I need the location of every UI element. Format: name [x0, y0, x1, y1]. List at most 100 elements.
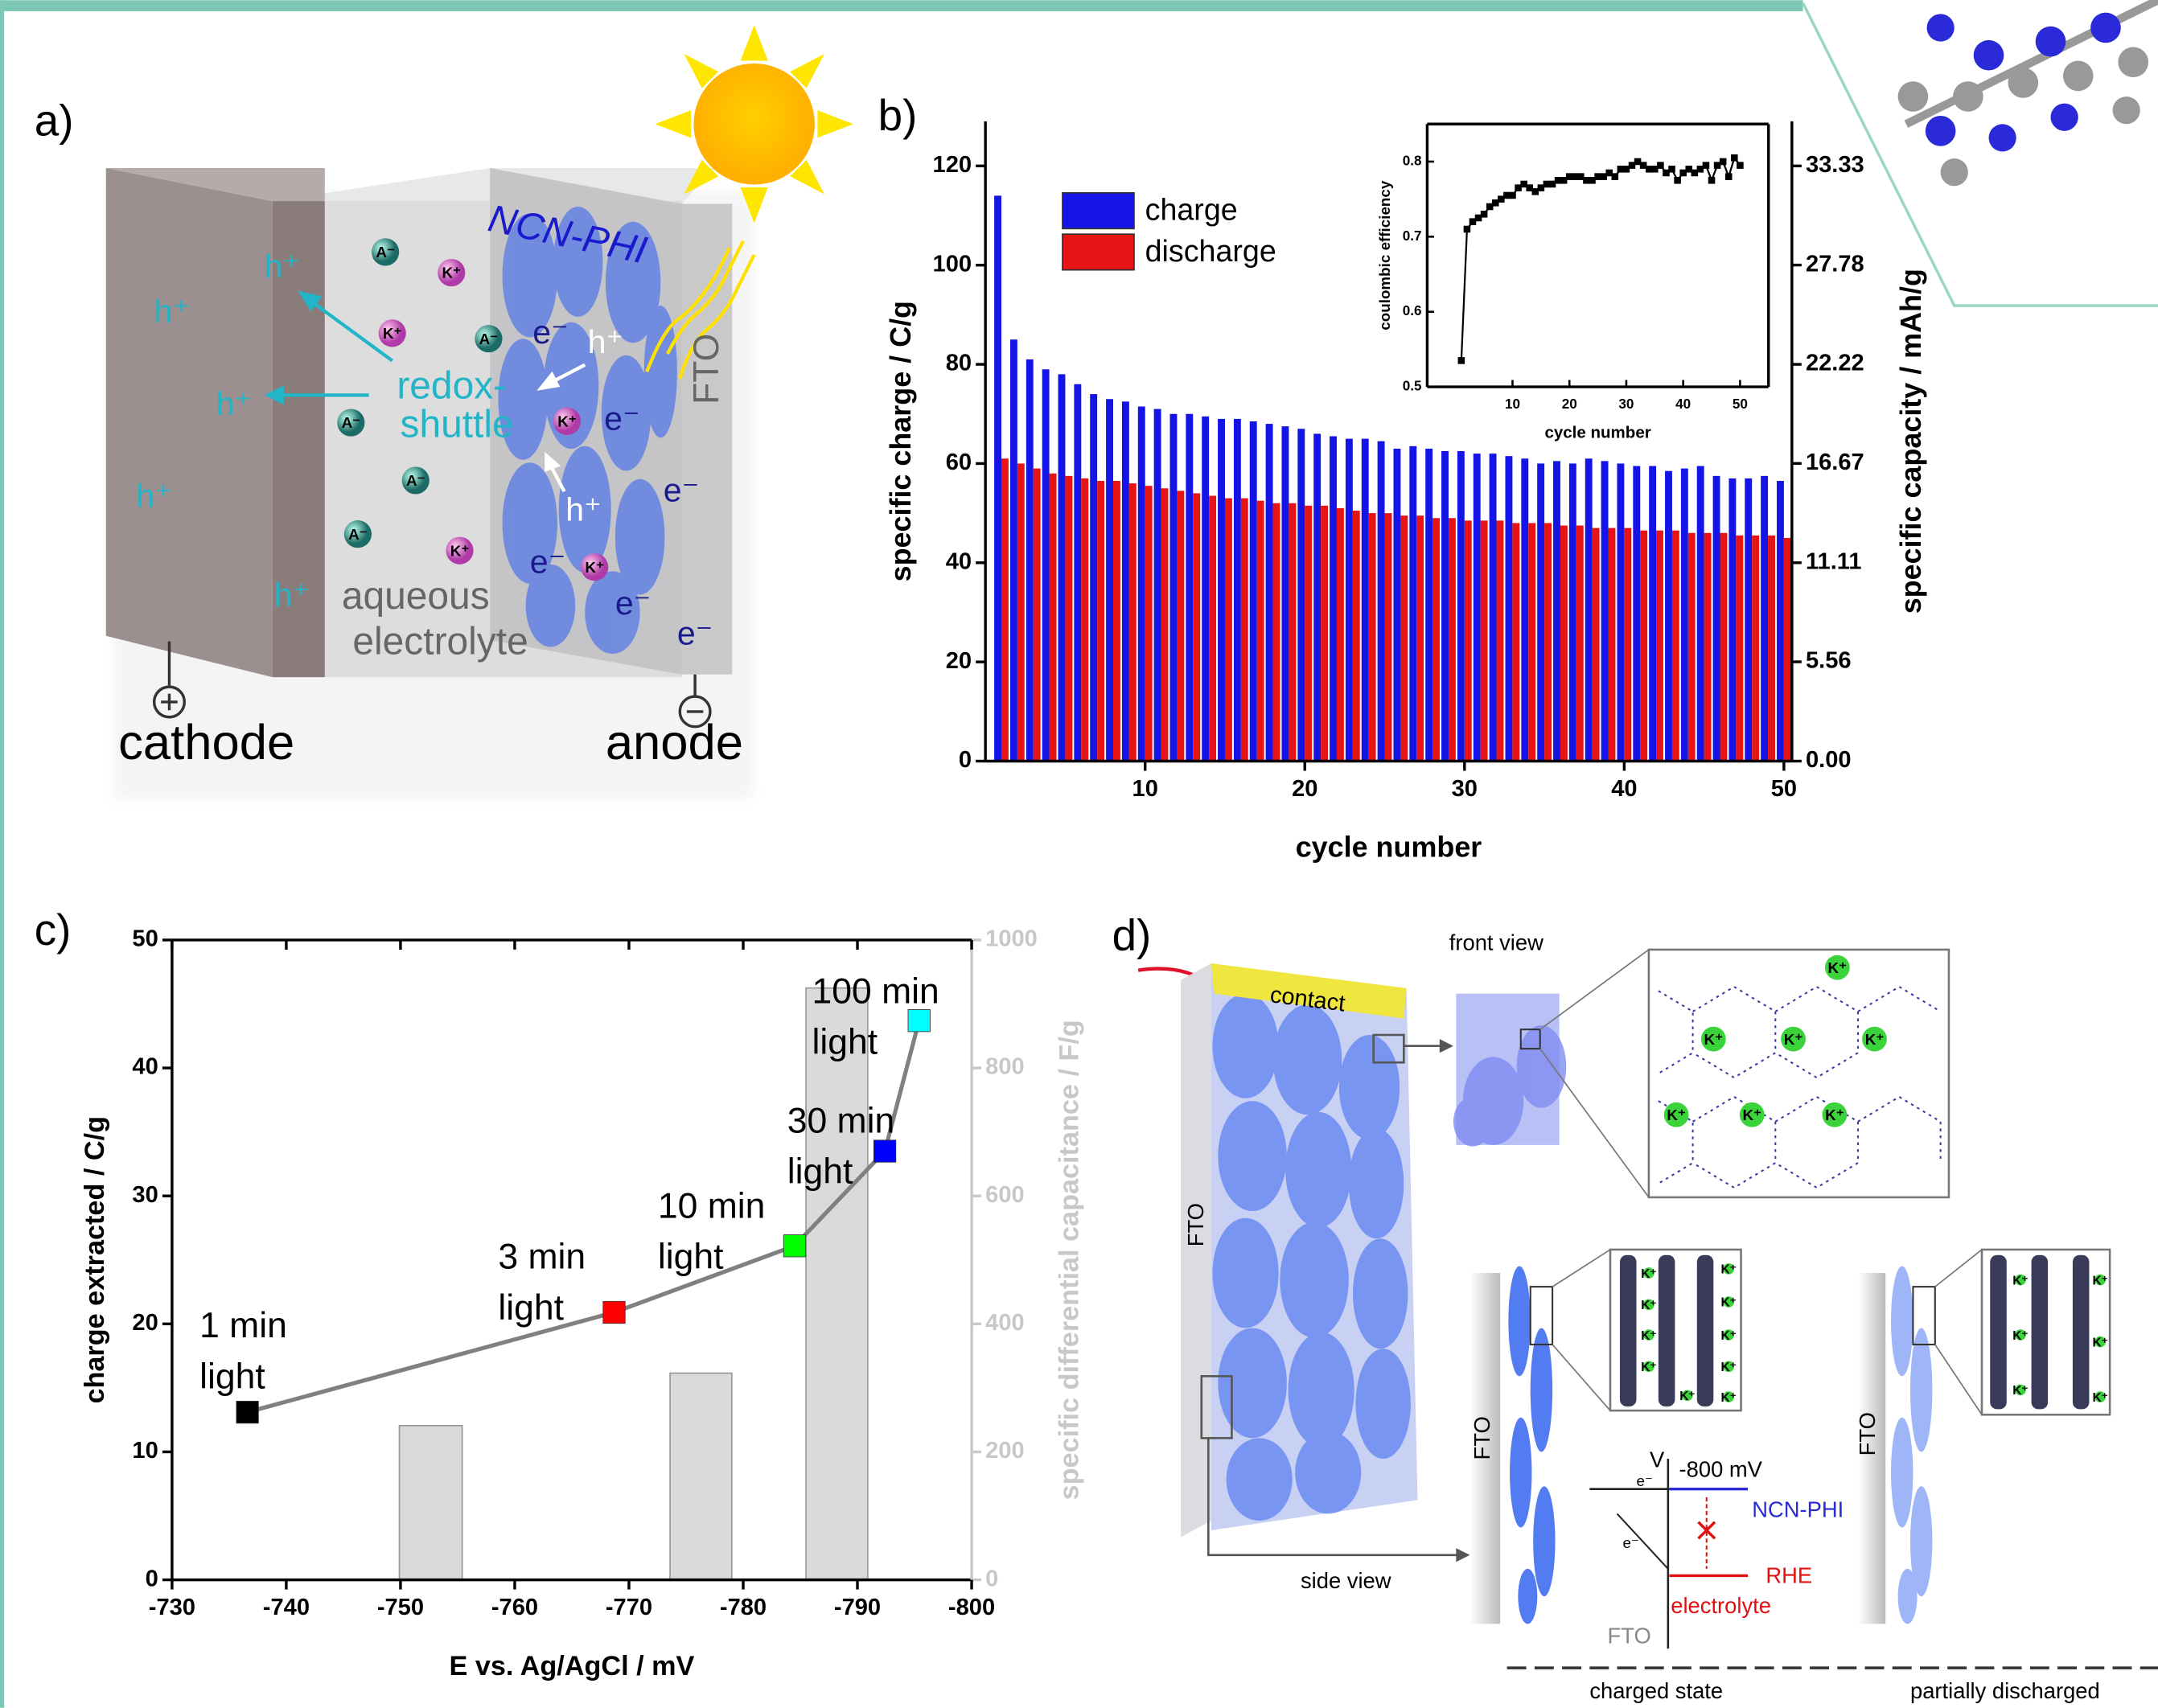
hole-label: h⁺	[136, 478, 172, 515]
data-point	[1720, 158, 1727, 166]
panel-label: d)	[1112, 910, 1152, 960]
x-tick-label: 10	[1132, 776, 1158, 802]
legend-swatch	[1063, 193, 1134, 228]
bar	[1681, 469, 1688, 762]
bar	[1369, 513, 1376, 761]
bar	[1202, 417, 1209, 762]
bar	[1081, 478, 1088, 762]
view-label: front view	[1449, 930, 1543, 955]
electron-label: e⁻	[677, 615, 713, 652]
x-tick-label: 50	[1771, 776, 1797, 802]
hole-label: h⁺	[154, 293, 190, 330]
cation-label: K⁺	[1721, 1361, 1737, 1374]
cation-label: K⁺	[1825, 1107, 1844, 1123]
bar	[994, 195, 1001, 761]
bar	[1321, 506, 1328, 762]
bar	[1313, 433, 1321, 761]
bar	[1713, 476, 1720, 762]
y-tick-label: 30	[132, 1182, 158, 1208]
bar	[1090, 394, 1097, 761]
bar	[1122, 401, 1129, 761]
bar	[1553, 461, 1560, 761]
hole-label: h⁺	[274, 577, 310, 614]
bar	[1585, 458, 1593, 761]
panel-label: c)	[35, 905, 72, 955]
bar	[1425, 449, 1433, 762]
anion-label: A⁻	[376, 244, 395, 261]
anion-label: A⁻	[406, 472, 425, 489]
hole-label: h⁺	[216, 385, 253, 422]
y2-tick-label: 0	[985, 1566, 998, 1591]
bar	[1129, 483, 1137, 761]
bar	[1161, 488, 1169, 761]
bar	[1305, 506, 1312, 762]
bar	[1569, 463, 1576, 761]
data-point	[1674, 177, 1681, 184]
frame-edge	[0, 0, 4, 1707]
data-point	[1737, 162, 1744, 169]
electrode-label: anode	[606, 715, 743, 770]
data-point	[1657, 162, 1664, 169]
x-tick-label: 30	[1452, 776, 1478, 802]
y-tick-label: 0	[959, 747, 972, 773]
bar	[1416, 515, 1424, 761]
fto-label: FTO	[687, 334, 726, 404]
bar	[1050, 474, 1057, 762]
bar	[1521, 458, 1528, 761]
x-tick-label: 40	[1675, 396, 1691, 412]
bar	[1010, 339, 1017, 761]
x-axis-title: E vs. Ag/AgCl / mV	[450, 1651, 695, 1681]
point-annotation: light	[787, 1152, 853, 1192]
bar	[1241, 499, 1248, 762]
panel-label: b)	[878, 90, 918, 140]
point-annotation: light	[199, 1357, 265, 1397]
bar	[1170, 414, 1178, 762]
legend-label: discharge	[1145, 234, 1276, 268]
point-annotation: light	[658, 1238, 724, 1277]
cation-label: K⁺	[2012, 1274, 2028, 1287]
cation-label: K⁺	[557, 413, 577, 430]
reference-label: RHE	[1765, 1562, 1812, 1587]
bar	[1346, 439, 1353, 762]
bar	[1544, 523, 1552, 761]
x-tick-label: 20	[1292, 776, 1317, 802]
fto-label: FTO	[1469, 1416, 1494, 1460]
y2-tick-label: 1000	[985, 926, 1038, 952]
bar	[1768, 536, 1775, 762]
x-axis-title: cycle number	[1296, 830, 1482, 863]
bar	[1106, 399, 1113, 761]
data-point	[908, 1010, 930, 1032]
cation-label: K⁺	[2093, 1391, 2108, 1405]
bar	[1065, 476, 1072, 762]
bar	[1400, 515, 1408, 761]
bar	[1665, 471, 1672, 762]
bar	[1560, 526, 1568, 762]
molecule	[1898, 0, 2158, 186]
bar	[1034, 469, 1041, 762]
view-label: side view	[1301, 1568, 1391, 1593]
panel-label: a)	[35, 96, 74, 146]
y-tick-label: 0.6	[1403, 303, 1422, 318]
bar	[1601, 461, 1609, 761]
bar	[1704, 533, 1712, 762]
y2-tick-label: 0.00	[1806, 747, 1852, 773]
bar	[1777, 481, 1784, 761]
bar	[1528, 523, 1535, 761]
x-tick-label: 20	[1562, 396, 1577, 412]
bar	[1490, 454, 1497, 761]
electron-label: e⁻	[604, 400, 640, 437]
bar	[1218, 419, 1225, 762]
bar	[1177, 491, 1184, 761]
electrolyte-label: aqueous	[342, 575, 490, 618]
bar	[1282, 426, 1289, 761]
y2-tick-label: 400	[985, 1310, 1025, 1336]
bar	[1728, 478, 1736, 762]
bar	[1505, 456, 1512, 761]
bar	[1593, 528, 1600, 762]
bar	[1266, 424, 1273, 761]
anion-label: A⁻	[479, 331, 499, 347]
bar	[1001, 458, 1009, 761]
bar	[1378, 441, 1385, 762]
cation-label: K⁺	[1721, 1391, 1737, 1405]
data-point	[1731, 154, 1738, 162]
